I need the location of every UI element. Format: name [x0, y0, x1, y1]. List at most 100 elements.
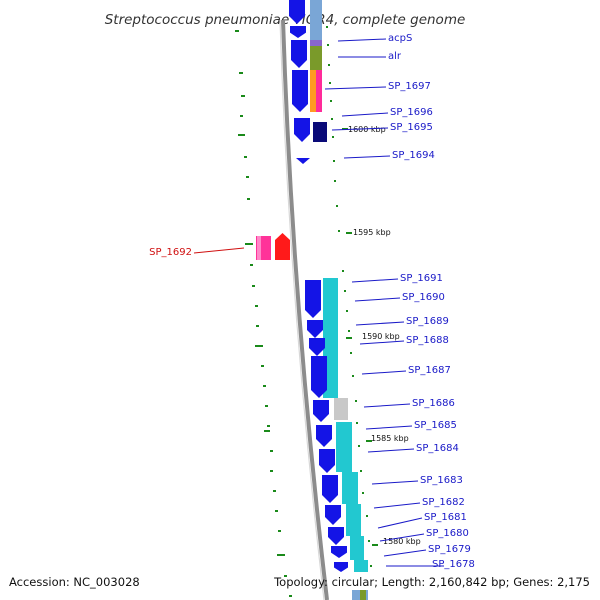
gene-label-sp-1687[interactable]: SP_1687 [408, 365, 451, 376]
ruler-tick [332, 136, 334, 138]
ruler-tick [241, 95, 245, 97]
ruler-tick [238, 134, 245, 136]
track-segment [350, 536, 364, 560]
gene-arrow[interactable] [319, 449, 335, 473]
gene-label-alr[interactable]: alr [388, 51, 402, 62]
ruler-major-tick [366, 440, 372, 442]
gene-label-sp-1696[interactable]: SP_1696 [390, 107, 433, 118]
gene-leader-line [365, 425, 413, 430]
ruler-tick [278, 530, 281, 532]
gene-label-sp-1688[interactable]: SP_1688 [406, 335, 449, 346]
track-segment [313, 122, 327, 142]
ruler-major-tick [372, 544, 378, 546]
gene-label-acps[interactable]: acpS [388, 33, 412, 44]
track-segment [316, 70, 322, 112]
kbp-marker-label: 1590 kbp [362, 332, 400, 341]
gene-arrow[interactable] [292, 70, 308, 112]
gene-leader-line [383, 549, 427, 557]
ruler-tick [235, 30, 239, 32]
gene-label-sp-1682[interactable]: SP_1682 [422, 497, 465, 508]
ruler-tick [239, 72, 243, 74]
ruler-tick [338, 230, 340, 232]
kbp-marker-label: 1580 kbp [383, 537, 421, 546]
gene-arrow[interactable] [331, 546, 347, 558]
gene-arrow[interactable] [290, 26, 306, 38]
ruler-tick [261, 365, 264, 367]
gene-label-sp-1679[interactable]: SP_1679 [428, 544, 471, 555]
ruler-major-tick [346, 232, 352, 234]
ruler-tick [352, 375, 354, 377]
gene-arrow[interactable] [311, 356, 327, 398]
ruler-tick [368, 540, 370, 542]
gene-arrow[interactable] [296, 158, 310, 164]
track-segment [334, 398, 348, 420]
gene-leader-line [373, 502, 421, 509]
gene-label-sp-1685[interactable]: SP_1685 [414, 420, 457, 431]
ruler-tick [265, 405, 268, 407]
gene-arrow[interactable] [307, 320, 323, 338]
gene-label-sp-1689[interactable]: SP_1689 [406, 316, 449, 327]
gene-arrow[interactable] [328, 527, 344, 545]
ruler-tick [275, 510, 278, 512]
gene-leader-line [363, 403, 411, 408]
gene-leader-line [331, 127, 389, 131]
gene-label-sp-1692[interactable]: SP_1692 [149, 247, 192, 258]
ruler-tick [289, 595, 292, 597]
track-segment [310, 46, 322, 70]
ruler-tick [270, 450, 273, 452]
gene-leader-line [355, 321, 405, 326]
ruler-tick [360, 470, 362, 472]
genome-backbone-shadow [279, 19, 325, 600]
kbp-marker-label: 1600 kbp [348, 125, 386, 134]
gene-label-sp-1695[interactable]: SP_1695 [390, 122, 433, 133]
gene-label-sp-1683[interactable]: SP_1683 [420, 475, 463, 486]
gene-arrow[interactable] [291, 40, 307, 68]
gene-label-sp-1680[interactable]: SP_1680 [426, 528, 469, 539]
gene-leader-line [367, 448, 415, 453]
track-segment [310, 0, 322, 40]
ruler-tick [330, 100, 332, 102]
ruler-tick [362, 492, 364, 494]
ruler-tick [348, 330, 350, 332]
gene-arrow[interactable] [305, 280, 321, 318]
ruler-tick [358, 445, 360, 447]
ruler-tick [246, 176, 249, 178]
gene-leader-line [337, 38, 387, 42]
gene-arrow[interactable] [294, 118, 310, 142]
highlight-gene-shine [257, 236, 261, 260]
gene-leader-line [377, 517, 423, 529]
ruler-tick [255, 305, 258, 307]
gene-arrow[interactable] [309, 338, 325, 356]
gene-arrow[interactable] [334, 562, 348, 572]
gene-arrow[interactable] [322, 475, 338, 503]
gene-label-sp-1697[interactable]: SP_1697 [388, 81, 431, 92]
gene-label-sp-1678[interactable]: SP_1678 [432, 559, 475, 570]
gene-label-sp-1686[interactable]: SP_1686 [412, 398, 455, 409]
gene-leader-line [341, 112, 389, 117]
gene-arrow[interactable] [289, 0, 305, 24]
ruler-tick [346, 310, 348, 312]
gene-arrow[interactable] [313, 400, 329, 422]
track-segment [342, 472, 358, 504]
feature-tracks [310, 0, 368, 600]
gene-label-sp-1691[interactable]: SP_1691 [400, 273, 443, 284]
ruler-tick [370, 565, 372, 567]
genome-backbone [281, 19, 329, 600]
gene-label-sp-1684[interactable]: SP_1684 [416, 443, 459, 454]
ruler-tick [355, 400, 357, 402]
ruler-tick [326, 26, 328, 28]
gene-leader-line [193, 247, 245, 254]
ruler-tick [333, 160, 335, 162]
inner-ruler-ticks [326, 26, 378, 567]
gene-arrow[interactable] [325, 505, 341, 525]
track-segment [354, 560, 368, 572]
gene-label-sp-1694[interactable]: SP_1694 [392, 150, 435, 161]
highlight-gene-arrow[interactable] [275, 233, 290, 260]
ruler-tick [255, 345, 263, 347]
gene-label-sp-1681[interactable]: SP_1681 [424, 512, 467, 523]
gene-features [256, 0, 348, 572]
gene-arrow[interactable] [316, 425, 332, 447]
gene-leader-line [359, 340, 405, 345]
track-segment [310, 40, 322, 46]
gene-label-sp-1690[interactable]: SP_1690 [402, 292, 445, 303]
